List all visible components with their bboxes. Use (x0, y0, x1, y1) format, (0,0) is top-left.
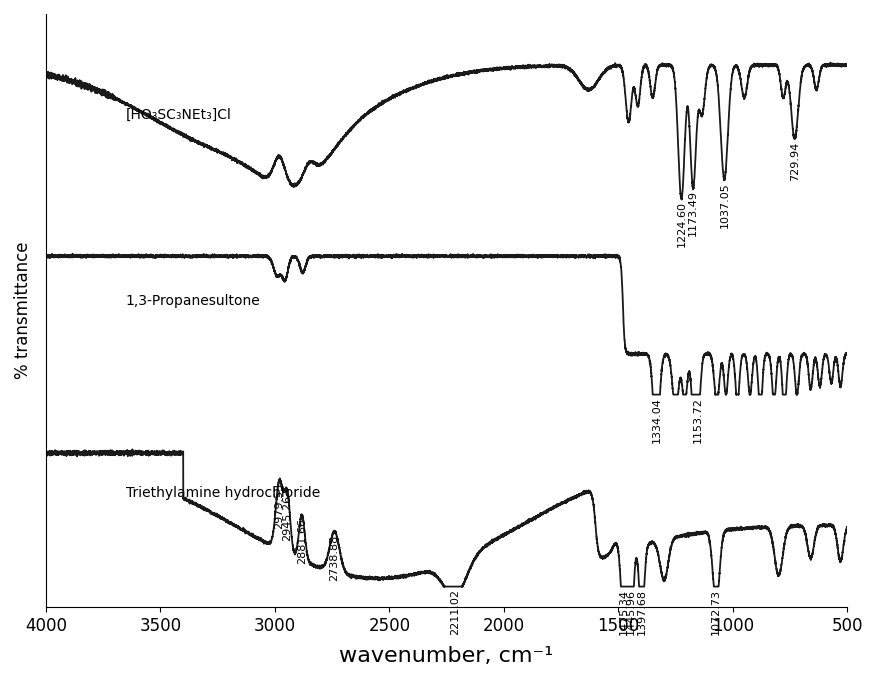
Text: 1037.05: 1037.05 (719, 182, 730, 228)
Text: 729.94: 729.94 (789, 141, 800, 181)
Text: 1445.96: 1445.96 (625, 590, 636, 636)
Text: 2881.66: 2881.66 (297, 518, 307, 564)
Text: Triethylamine hydrochloride: Triethylamine hydrochloride (126, 486, 320, 500)
Text: 2211.02: 2211.02 (451, 590, 460, 636)
Text: 2979.53: 2979.53 (275, 483, 284, 529)
Text: 1,3-Propanesultone: 1,3-Propanesultone (126, 294, 260, 308)
Text: 2738.88: 2738.88 (330, 534, 339, 581)
Text: 2945.26: 2945.26 (282, 495, 292, 541)
X-axis label: wavenumber, cm⁻¹: wavenumber, cm⁻¹ (339, 646, 553, 666)
Text: 1173.49: 1173.49 (688, 190, 698, 235)
Text: 1397.68: 1397.68 (637, 590, 646, 636)
Y-axis label: % transmittance: % transmittance (14, 242, 32, 379)
Text: 1475.34: 1475.34 (619, 590, 629, 636)
Text: [HO₃SC₃NEt₃]Cl: [HO₃SC₃NEt₃]Cl (126, 108, 232, 122)
Text: 1334.04: 1334.04 (652, 398, 661, 443)
Text: 1072.73: 1072.73 (711, 590, 721, 636)
Text: 1224.60: 1224.60 (676, 201, 687, 247)
Text: 1153.72: 1153.72 (693, 398, 702, 443)
